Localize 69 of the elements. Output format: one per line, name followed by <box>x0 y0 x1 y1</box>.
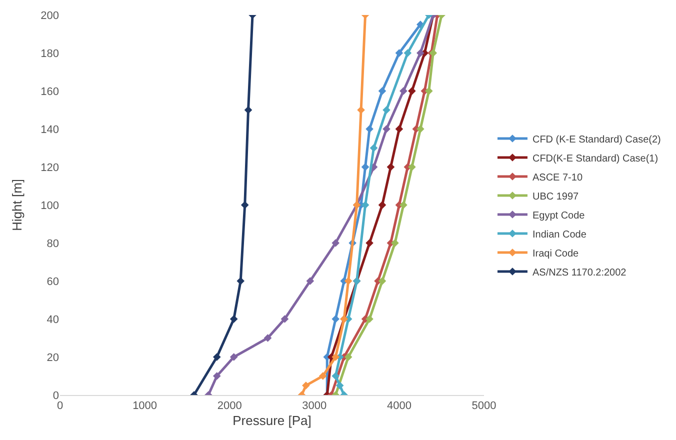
point <box>382 125 390 133</box>
point <box>332 353 340 361</box>
point <box>378 87 386 95</box>
y-tick-label: 40 <box>46 314 59 326</box>
point <box>357 106 365 114</box>
point <box>230 315 238 323</box>
point <box>416 49 424 57</box>
point <box>395 49 404 57</box>
point <box>306 277 314 285</box>
y-tick-label: 0 <box>52 390 59 402</box>
point <box>378 277 386 285</box>
point <box>264 334 272 342</box>
x-tick-label: 5000 <box>472 400 496 412</box>
legend-label: ASCE 7-10 <box>532 172 583 184</box>
point <box>332 315 340 323</box>
point <box>391 239 399 247</box>
point <box>344 353 352 361</box>
point <box>361 201 370 209</box>
legend-label: Iraqi Code <box>532 248 580 260</box>
point <box>240 201 249 209</box>
y-tick-label: 160 <box>40 86 59 98</box>
point <box>408 87 416 95</box>
y-tick-label: 180 <box>40 48 59 60</box>
point <box>395 125 404 133</box>
point <box>366 315 374 323</box>
point <box>424 87 433 95</box>
point <box>212 372 221 380</box>
point <box>318 372 327 380</box>
x-tick-label: 4000 <box>386 400 412 412</box>
x-tick-label: 1000 <box>132 400 158 412</box>
y-tick-label: 140 <box>40 124 59 136</box>
y-tick-label: 60 <box>46 276 59 288</box>
point <box>366 125 374 133</box>
point <box>332 239 340 247</box>
point <box>408 163 416 171</box>
point <box>302 382 310 390</box>
point <box>230 353 238 361</box>
point <box>332 372 340 380</box>
point <box>280 315 289 323</box>
y-tick-label: 20 <box>46 352 59 364</box>
point <box>361 163 370 171</box>
y-tick-label: 80 <box>46 238 59 250</box>
x-axis-title: Pressure [Pa] <box>232 412 312 428</box>
y-axis-title: Hight [m] <box>10 178 25 232</box>
point <box>400 87 408 95</box>
legend-label: AS/NZS 1170.2:2002 <box>532 267 627 278</box>
point <box>404 49 412 57</box>
point <box>212 353 221 361</box>
legend-label: CFD (K-E Standard) Case(2) <box>532 134 661 146</box>
point <box>378 201 386 209</box>
point <box>344 277 352 285</box>
point <box>382 106 390 114</box>
x-tick-label: 3000 <box>302 400 327 412</box>
point <box>400 201 408 209</box>
point <box>244 106 252 114</box>
legend-label: Egypt Code <box>532 210 586 222</box>
point <box>416 125 424 133</box>
legend-label: UBC 1997 <box>532 191 580 202</box>
legend-label: CFD(K-E Standard) Case(1) <box>532 153 658 164</box>
point <box>336 382 344 390</box>
y-tick-label: 100 <box>40 200 59 212</box>
point <box>370 144 378 152</box>
x-tick-label: 2000 <box>217 400 242 412</box>
point <box>236 277 245 285</box>
point <box>386 163 395 171</box>
y-tick-label: 200 <box>40 10 59 22</box>
point <box>366 239 374 247</box>
y-tick-label: 120 <box>40 162 59 174</box>
legend-label: Indian Code <box>532 229 587 240</box>
